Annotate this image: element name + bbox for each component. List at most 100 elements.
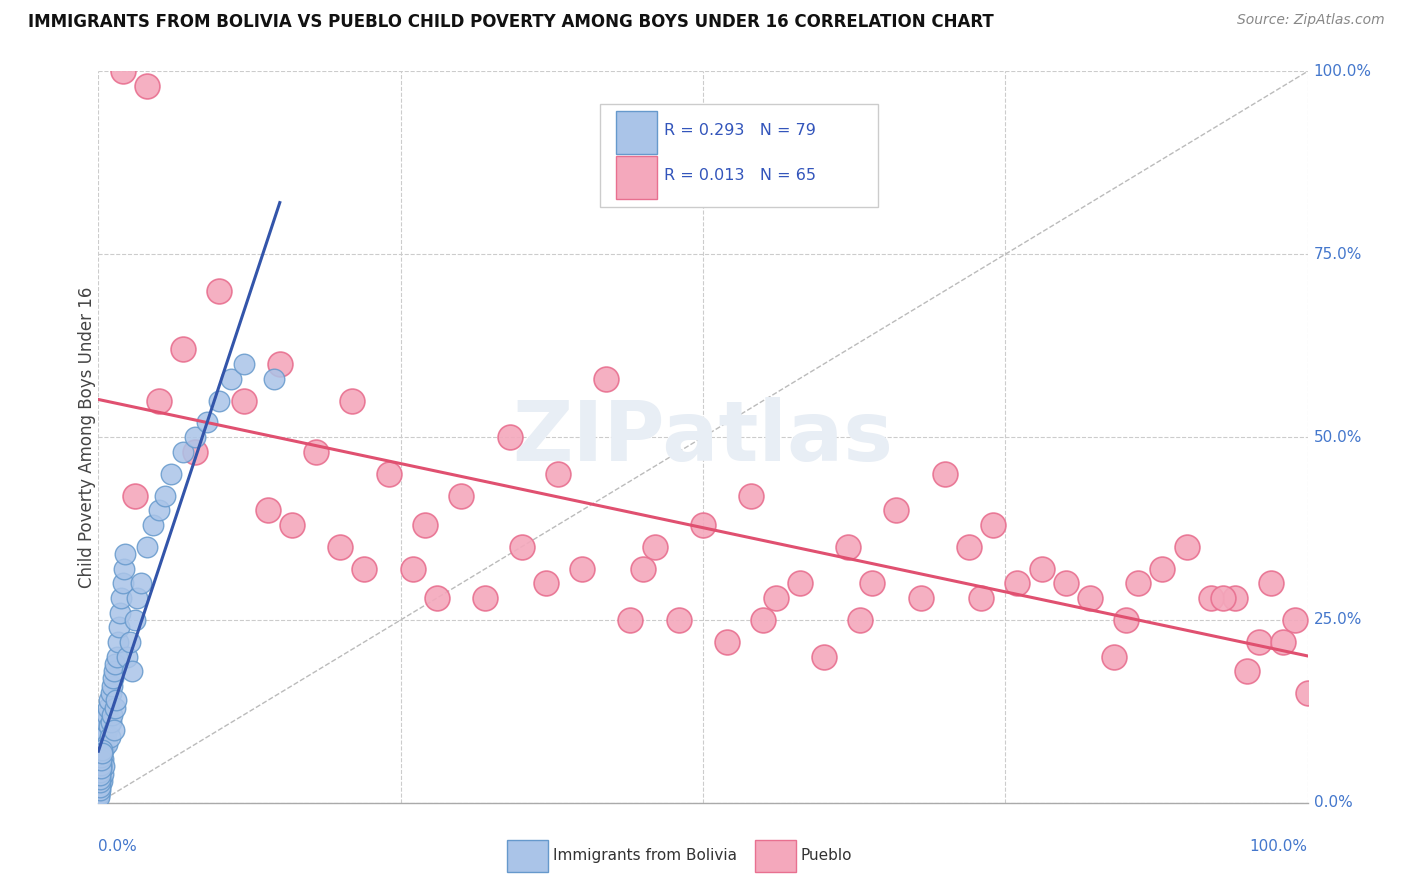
Point [129,576,152,591]
Point [90,752,112,766]
Point [970,591,993,605]
Point [631,562,654,576]
Point [117,649,139,664]
Point [89,768,111,782]
Text: IMMIGRANTS FROM BOLIVIA VS PUEBLO CHILD POVERTY AMONG BOYS UNDER 16 CORRELATION : IMMIGRANTS FROM BOLIVIA VS PUEBLO CHILD … [28,13,994,31]
Point [1223,591,1246,605]
Point [91,766,114,780]
Text: 0.0%: 0.0% [1313,796,1353,810]
Point [91,737,114,751]
Point [107,635,129,649]
Point [108,620,131,634]
Point [90,773,112,788]
Point [100,686,122,700]
Point [153,489,176,503]
FancyBboxPatch shape [755,840,796,872]
Point [849,613,872,627]
Point [1260,576,1282,591]
Point [148,393,170,408]
Text: 75.0%: 75.0% [1313,247,1362,261]
Point [1175,540,1198,554]
Point [142,517,165,532]
Point [510,540,533,554]
Point [90,746,112,760]
Point [101,708,124,723]
Point [127,591,149,605]
Point [860,576,883,591]
Point [89,789,111,804]
Point [474,591,496,605]
Point [595,371,617,385]
Text: R = 0.013   N = 65: R = 0.013 N = 65 [664,168,817,183]
Point [377,467,399,481]
Point [90,757,112,772]
Point [148,503,170,517]
Point [89,775,111,789]
Point [281,517,304,532]
Point [1212,591,1234,605]
FancyBboxPatch shape [600,104,879,207]
Text: 25.0%: 25.0% [1313,613,1362,627]
Point [263,371,285,385]
Point [450,489,472,503]
Point [103,664,125,678]
Point [934,467,956,481]
Point [232,357,254,371]
Point [837,540,859,554]
Point [121,664,143,678]
Point [94,723,117,737]
Point [1249,635,1271,649]
Point [716,635,738,649]
Text: 100.0%: 100.0% [1313,64,1372,78]
Point [208,393,231,408]
Text: Source: ZipAtlas.com: Source: ZipAtlas.com [1237,13,1385,28]
Point [256,503,278,517]
Point [740,489,762,503]
Point [692,517,714,532]
Point [547,467,569,481]
Point [90,743,112,757]
Point [104,700,127,714]
Point [184,430,207,444]
Text: R = 0.293   N = 79: R = 0.293 N = 79 [664,123,815,138]
Point [571,562,593,576]
Point [96,715,118,730]
Point [1199,591,1222,605]
Point [1152,562,1174,576]
Point [402,562,425,576]
Text: 0.0%: 0.0% [98,839,138,855]
Point [957,540,980,554]
Point [111,64,134,78]
Point [110,591,132,605]
Point [93,740,115,755]
Point [97,719,120,733]
Y-axis label: Child Poverty Among Boys Under 16: Child Poverty Among Boys Under 16 [79,286,96,588]
Point [765,591,787,605]
Point [91,756,114,770]
Text: 100.0%: 100.0% [1250,839,1308,855]
FancyBboxPatch shape [616,156,657,199]
Point [89,778,111,792]
Point [172,444,194,458]
Point [1128,576,1150,591]
Point [329,540,352,554]
Point [413,517,436,532]
Point [93,759,115,773]
Point [89,765,111,780]
Point [108,606,131,620]
Point [426,591,449,605]
Point [89,787,111,801]
Point [1007,576,1029,591]
Point [813,649,835,664]
Text: ZIPatlas: ZIPatlas [513,397,893,477]
Point [1272,635,1295,649]
Point [910,591,932,605]
Point [100,679,122,693]
Point [98,730,121,744]
Point [90,750,112,764]
Point [619,613,641,627]
Point [90,753,112,767]
Text: Immigrants from Bolivia: Immigrants from Bolivia [553,848,737,863]
Point [93,733,115,747]
Point [90,770,112,784]
